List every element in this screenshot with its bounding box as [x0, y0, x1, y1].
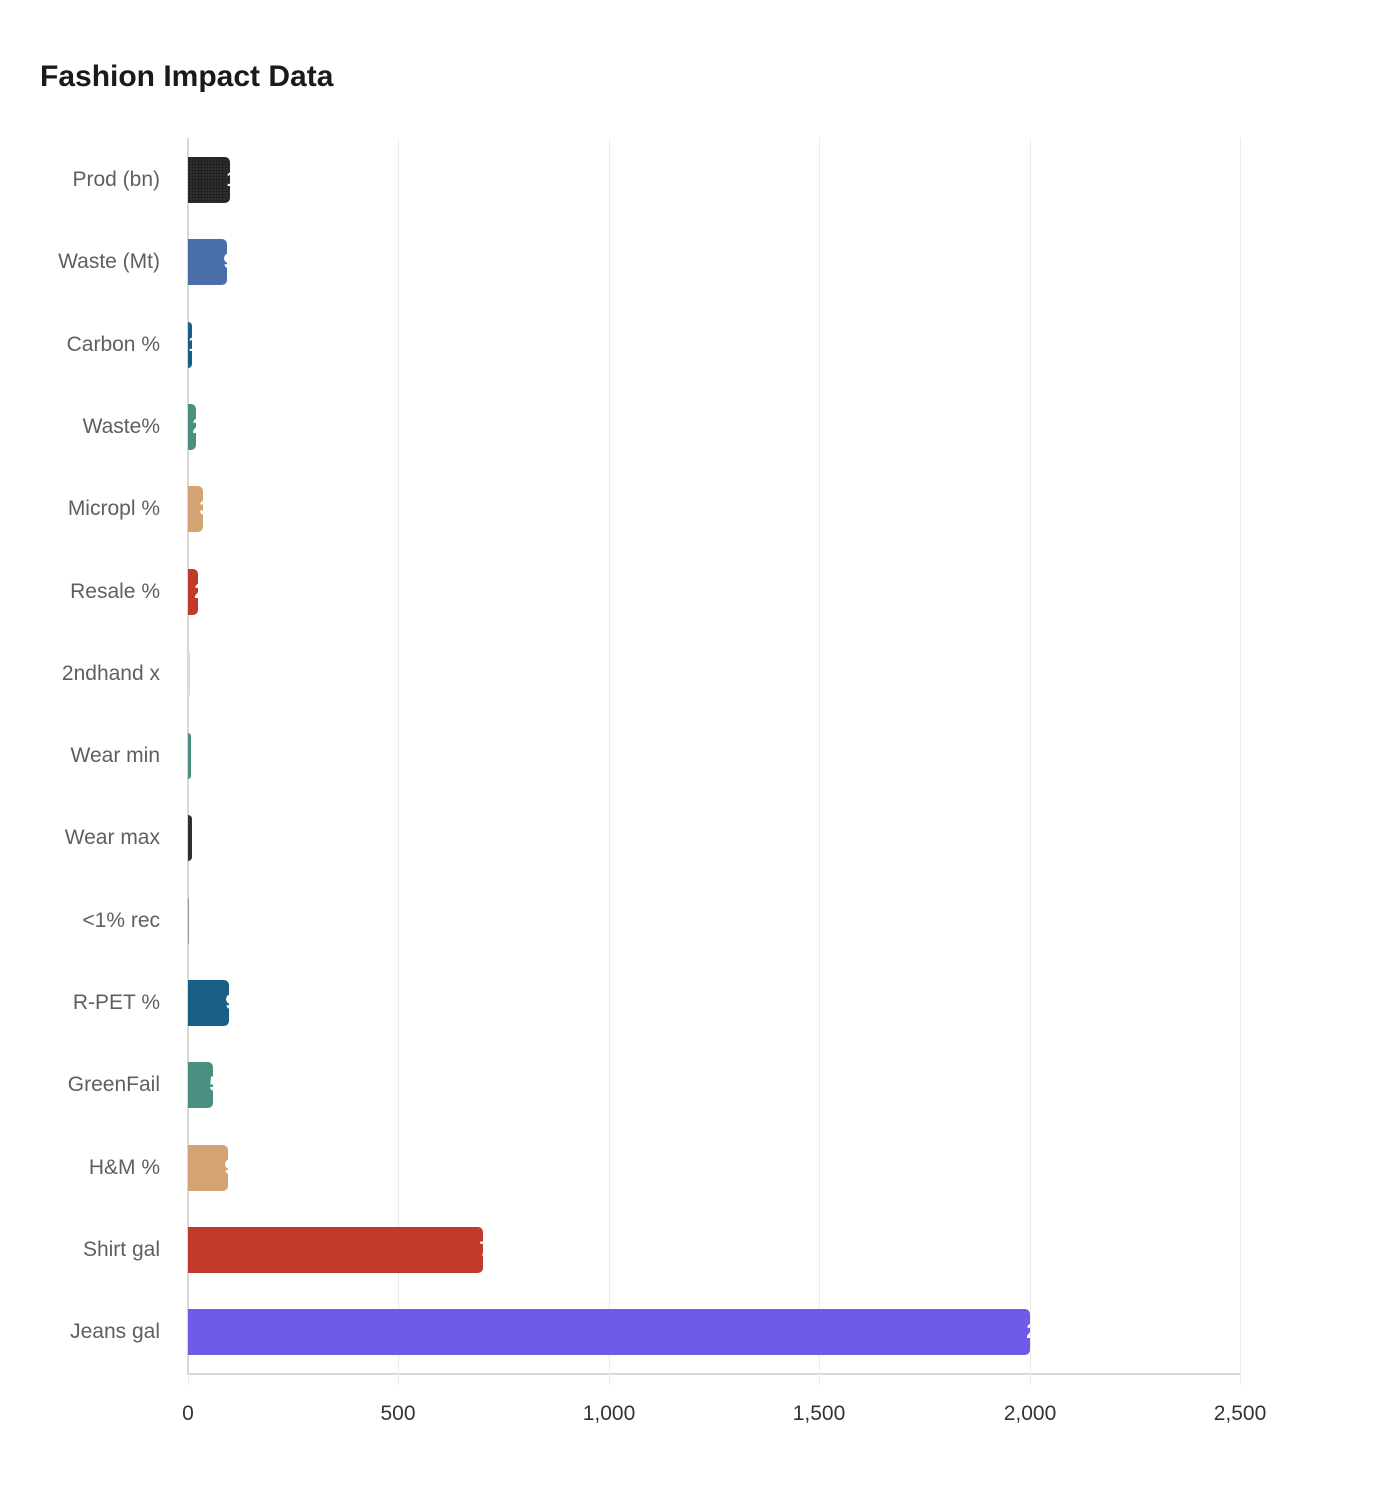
category-label: Prod (bn)	[72, 168, 160, 191]
category-label: GreenFail	[67, 1073, 160, 1096]
category-label: <1% rec	[82, 909, 160, 932]
bar[interactable]: 1	[188, 157, 230, 203]
bar[interactable]: 9	[188, 239, 227, 285]
x-tick	[609, 1375, 610, 1385]
bar[interactable]: 2	[188, 1309, 1030, 1355]
bar[interactable]: 9	[188, 1145, 228, 1191]
bar[interactable]: 7	[188, 1227, 483, 1273]
bar[interactable]: 1	[188, 322, 192, 368]
bar[interactable]: 5	[188, 1062, 213, 1108]
gridline	[819, 138, 820, 1375]
x-tick-label: 1,000	[582, 1402, 636, 1425]
category-label: Carbon %	[66, 333, 160, 356]
chart-title: Fashion Impact Data	[40, 60, 334, 93]
x-tick-label: 0	[182, 1402, 194, 1425]
bar[interactable]: 2	[188, 404, 196, 450]
category-label: Wear min	[70, 744, 160, 767]
x-tick-label: 2,000	[1003, 1402, 1057, 1425]
bar-value-label: 5	[209, 1073, 213, 1097]
bar-value-label: 9	[223, 250, 227, 274]
bar-value-label: 2	[192, 415, 196, 439]
x-tick	[188, 1375, 189, 1385]
bar-value-label: 1	[226, 168, 230, 192]
x-tick	[819, 1375, 820, 1385]
bar-value-label: 9	[224, 1156, 228, 1180]
bar[interactable]	[188, 651, 190, 697]
category-label: Resale %	[70, 580, 160, 603]
gridline	[398, 138, 399, 1375]
category-label: Shirt gal	[82, 1238, 160, 1261]
bar-value-label: 2	[194, 580, 198, 604]
x-tick-label: 1,500	[792, 1402, 846, 1425]
x-tick	[398, 1375, 399, 1385]
category-label: Micropl %	[67, 497, 160, 520]
bar-value-label: 3	[199, 497, 203, 521]
bar-value-label: 2	[1026, 1320, 1030, 1344]
bar[interactable]: 3	[188, 486, 203, 532]
bar[interactable]	[188, 815, 192, 861]
category-label: Jeans gal	[70, 1320, 160, 1343]
gridline	[1030, 138, 1031, 1375]
category-label: Waste (Mt)	[58, 250, 160, 273]
x-axis-line	[187, 1373, 1240, 1375]
bar[interactable]	[188, 733, 191, 779]
x-tick-label: 2,500	[1213, 1402, 1267, 1425]
bar-value-label: 9	[225, 991, 229, 1015]
category-label: 2ndhand x	[61, 662, 160, 685]
x-tick	[1030, 1375, 1031, 1385]
gridline	[1240, 138, 1241, 1375]
category-label: R-PET %	[72, 991, 160, 1014]
bar-value-label: 7	[479, 1238, 483, 1262]
category-label: H&M %	[88, 1156, 160, 1179]
x-tick-label: 500	[380, 1402, 416, 1425]
gridline	[609, 138, 610, 1375]
bar[interactable]	[188, 898, 189, 944]
category-label: Wear max	[64, 826, 160, 849]
bar[interactable]: 9	[188, 980, 229, 1026]
x-tick	[1240, 1375, 1241, 1385]
bar-value-label: 1	[188, 333, 192, 357]
bar[interactable]: 2	[188, 569, 198, 615]
category-label: Waste%	[82, 415, 160, 438]
